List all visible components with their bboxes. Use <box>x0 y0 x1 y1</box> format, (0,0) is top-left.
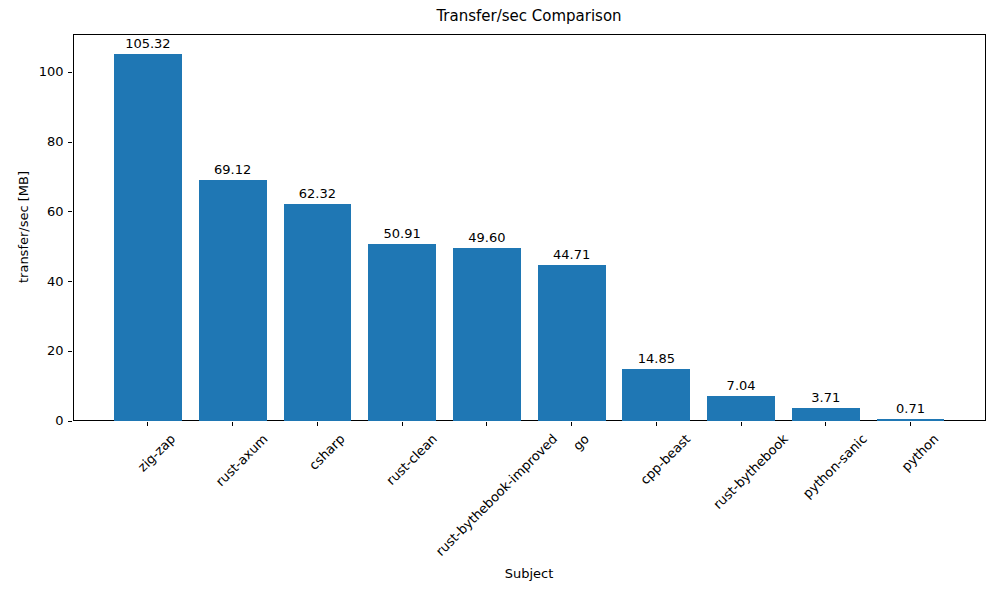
y-tick-mark <box>68 351 72 352</box>
y-tick-mark <box>68 142 72 143</box>
x-tick-mark <box>571 422 572 426</box>
x-tick-mark <box>232 422 233 426</box>
bar-value-label: 69.12 <box>183 162 283 177</box>
x-tick-label: rust-bythebook-improved <box>433 432 559 558</box>
x-tick-mark <box>656 422 657 426</box>
x-tick-label: go <box>570 432 591 453</box>
bar-value-label: 44.71 <box>522 247 622 262</box>
y-tick-mark <box>68 281 72 282</box>
y-tick-mark <box>68 211 72 212</box>
x-tick-label: rust-bythebook <box>711 432 790 511</box>
x-tick-label: python <box>899 432 940 473</box>
bar-python-sanic <box>792 408 860 421</box>
bar-value-label: 62.32 <box>267 186 367 201</box>
x-tick-mark <box>147 422 148 426</box>
x-tick-label: rust-axum <box>214 432 270 488</box>
bar-zig-zap <box>114 54 182 421</box>
x-tick-mark <box>910 422 911 426</box>
x-tick-label: csharp <box>307 432 347 472</box>
bar-value-label: 0.71 <box>861 401 961 416</box>
x-tick-mark <box>402 422 403 426</box>
y-tick-mark <box>68 421 72 422</box>
x-tick-mark <box>486 422 487 426</box>
bar-chart-figure: Transfer/sec Comparison transfer/sec [MB… <box>0 0 1000 600</box>
x-tick-mark <box>741 422 742 426</box>
x-tick-label: rust-clean <box>384 432 439 487</box>
x-tick-label: zig-zap <box>136 432 178 474</box>
bar-rust-bythebook <box>707 396 775 421</box>
y-tick-label: 80 <box>0 134 64 150</box>
bar-value-label: 49.60 <box>437 230 537 245</box>
y-tick-mark <box>68 72 72 73</box>
bar-csharp <box>284 204 352 421</box>
y-axis-label: transfer/sec [MB] <box>16 171 31 283</box>
bar-python <box>877 419 945 421</box>
y-tick-label: 40 <box>0 274 64 290</box>
y-tick-label: 0 <box>0 413 64 429</box>
y-tick-label: 20 <box>0 343 64 359</box>
x-axis-label: Subject <box>72 566 986 581</box>
bar-rust-clean <box>368 244 436 421</box>
bar-cpp-beast <box>622 369 690 421</box>
bar-rust-bythebook-improved <box>453 248 521 421</box>
x-tick-label: python-sanic <box>801 432 870 501</box>
y-tick-label: 60 <box>0 204 64 220</box>
bar-value-label: 105.32 <box>98 36 198 51</box>
x-tick-mark <box>825 422 826 426</box>
x-tick-label: cpp-beast <box>638 432 693 487</box>
y-tick-label: 100 <box>0 64 64 80</box>
bar-value-label: 14.85 <box>606 351 706 366</box>
chart-title: Transfer/sec Comparison <box>72 7 986 26</box>
x-tick-mark <box>317 422 318 426</box>
bar-rust-axum <box>199 180 267 421</box>
bar-go <box>538 265 606 421</box>
